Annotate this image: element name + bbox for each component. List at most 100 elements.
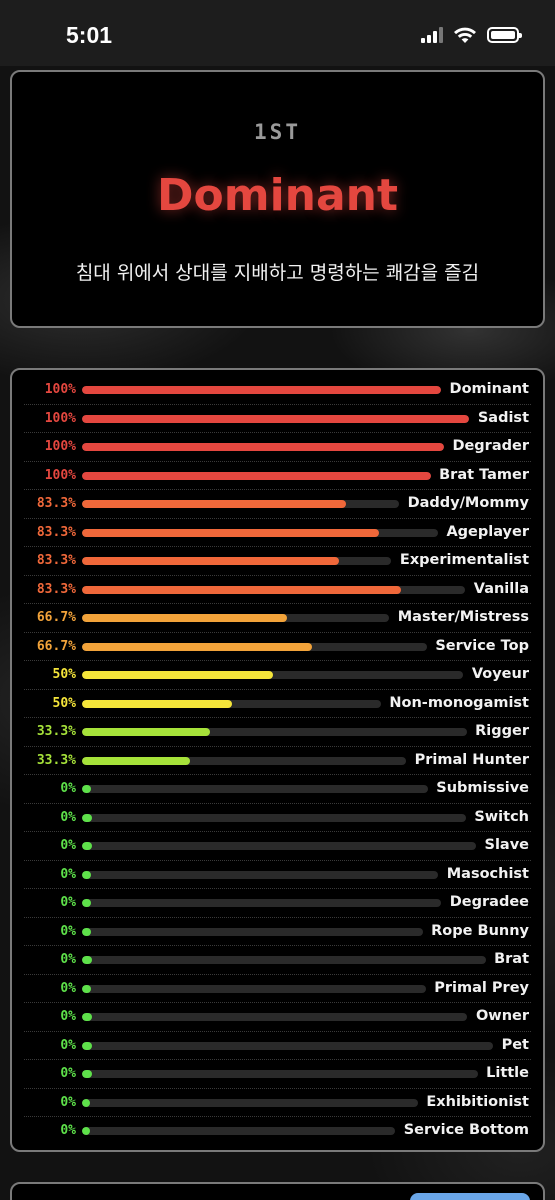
result-row: 0% Pet bbox=[24, 1032, 531, 1060]
result-bar bbox=[82, 614, 287, 622]
result-percent: 33.3% bbox=[36, 724, 76, 739]
result-row: 50% Voyeur bbox=[24, 661, 531, 690]
result-bar bbox=[82, 500, 347, 508]
result-row: 83.3% Experimentalist bbox=[24, 547, 531, 576]
result-track bbox=[82, 927, 423, 936]
result-track bbox=[82, 386, 441, 394]
result-row: 0% Degradee bbox=[24, 889, 531, 918]
result-row: 0% Switch bbox=[24, 804, 531, 832]
result-label: Little bbox=[486, 1065, 529, 1081]
result-bar bbox=[82, 870, 91, 879]
result-label: Rigger bbox=[475, 723, 529, 739]
action-button[interactable] bbox=[410, 1193, 530, 1200]
result-label: Degrader bbox=[452, 438, 529, 454]
result-percent: 0% bbox=[60, 1094, 76, 1110]
result-track bbox=[82, 1127, 395, 1135]
status-bar: 5:01 bbox=[0, 0, 555, 66]
result-bar bbox=[82, 927, 91, 936]
result-label: Submissive bbox=[436, 780, 529, 796]
result-label: Brat Tamer bbox=[439, 466, 529, 483]
result-label: Non-monogamist bbox=[389, 694, 529, 711]
result-percent: 100% bbox=[44, 439, 76, 454]
result-label: Degradee bbox=[449, 894, 529, 910]
result-bar bbox=[82, 671, 273, 679]
result-track bbox=[82, 443, 444, 451]
result-bar bbox=[82, 813, 92, 822]
result-track bbox=[82, 956, 486, 964]
result-track bbox=[82, 1013, 467, 1021]
result-percent: 0% bbox=[60, 1123, 76, 1138]
result-bar bbox=[82, 443, 444, 451]
result-bar bbox=[82, 528, 379, 537]
result-row: 100% Brat Tamer bbox=[24, 462, 531, 490]
result-bar bbox=[82, 956, 93, 964]
result-percent: 0% bbox=[60, 1037, 76, 1053]
result-bar bbox=[82, 471, 431, 480]
result-percent: 0% bbox=[60, 952, 76, 967]
result-row: 83.3% Ageplayer bbox=[24, 519, 531, 547]
result-track bbox=[82, 1098, 418, 1107]
battery-icon bbox=[487, 27, 522, 43]
result-track bbox=[82, 671, 463, 679]
result-track bbox=[82, 414, 469, 423]
result-percent: 0% bbox=[60, 838, 76, 853]
result-row: 0% Little bbox=[24, 1060, 531, 1089]
result-track bbox=[82, 899, 441, 907]
result-percent: 66.7% bbox=[36, 638, 76, 654]
result-track bbox=[82, 699, 381, 708]
result-bar bbox=[82, 1098, 91, 1107]
result-row: 0% Submissive bbox=[24, 775, 531, 804]
result-label: Slave bbox=[484, 837, 529, 853]
result-track bbox=[82, 842, 476, 850]
result-row: 83.3% Vanilla bbox=[24, 576, 531, 604]
result-bar bbox=[82, 1013, 92, 1021]
result-bar bbox=[82, 585, 402, 594]
result-track bbox=[82, 870, 438, 879]
result-label: Primal Hunter bbox=[414, 751, 529, 768]
result-percent: 83.3% bbox=[36, 496, 76, 511]
result-percent: 50% bbox=[52, 667, 76, 682]
result-percent: 83.3% bbox=[36, 553, 76, 568]
result-track bbox=[82, 728, 467, 736]
result-label: Masochist bbox=[446, 865, 529, 882]
result-row: 100% Sadist bbox=[24, 405, 531, 433]
result-row: 100% Dominant bbox=[24, 376, 531, 405]
result-bar bbox=[82, 1070, 92, 1078]
result-percent: 100% bbox=[44, 410, 76, 426]
result-bar bbox=[82, 842, 92, 850]
result-row: 0% Slave bbox=[24, 832, 531, 861]
result-percent: 100% bbox=[44, 467, 76, 483]
result-percent: 83.3% bbox=[36, 524, 76, 540]
result-bar bbox=[82, 1041, 93, 1050]
result-track bbox=[82, 813, 466, 822]
result-label: Daddy/Mommy bbox=[407, 495, 529, 511]
result-label: Service Top bbox=[435, 637, 529, 654]
result-row: 66.7% Service Top bbox=[24, 633, 531, 661]
result-bar bbox=[82, 728, 211, 736]
result-label: Service Bottom bbox=[403, 1122, 529, 1138]
result-track bbox=[82, 528, 438, 537]
result-row: 0% Masochist bbox=[24, 861, 531, 889]
result-track bbox=[82, 500, 399, 508]
result-percent: 33.3% bbox=[36, 752, 76, 768]
result-label: Ageplayer bbox=[446, 523, 529, 540]
status-time: 5:01 bbox=[66, 22, 113, 48]
result-label: Owner bbox=[475, 1008, 529, 1024]
result-percent: 0% bbox=[60, 809, 76, 825]
result-row: 0% Brat bbox=[24, 946, 531, 975]
result-percent: 0% bbox=[60, 781, 76, 796]
top-type-description: 침대 위에서 상대를 지배하고 명령하는 쾌감을 즐김 bbox=[75, 262, 480, 284]
result-track bbox=[82, 614, 389, 622]
result-bar bbox=[82, 699, 232, 708]
result-row: 0% Service Bottom bbox=[24, 1117, 531, 1146]
result-percent: 83.3% bbox=[36, 581, 76, 597]
result-bar bbox=[82, 642, 313, 651]
result-track bbox=[82, 1070, 478, 1078]
result-label: Primal Prey bbox=[434, 979, 529, 996]
result-row: 0% Rope Bunny bbox=[24, 918, 531, 946]
result-label: Pet bbox=[501, 1036, 529, 1053]
result-row: 66.7% Master/Mistress bbox=[24, 604, 531, 633]
result-percent: 50% bbox=[52, 695, 76, 711]
result-bar bbox=[82, 1127, 90, 1135]
result-label: Brat bbox=[494, 951, 529, 967]
